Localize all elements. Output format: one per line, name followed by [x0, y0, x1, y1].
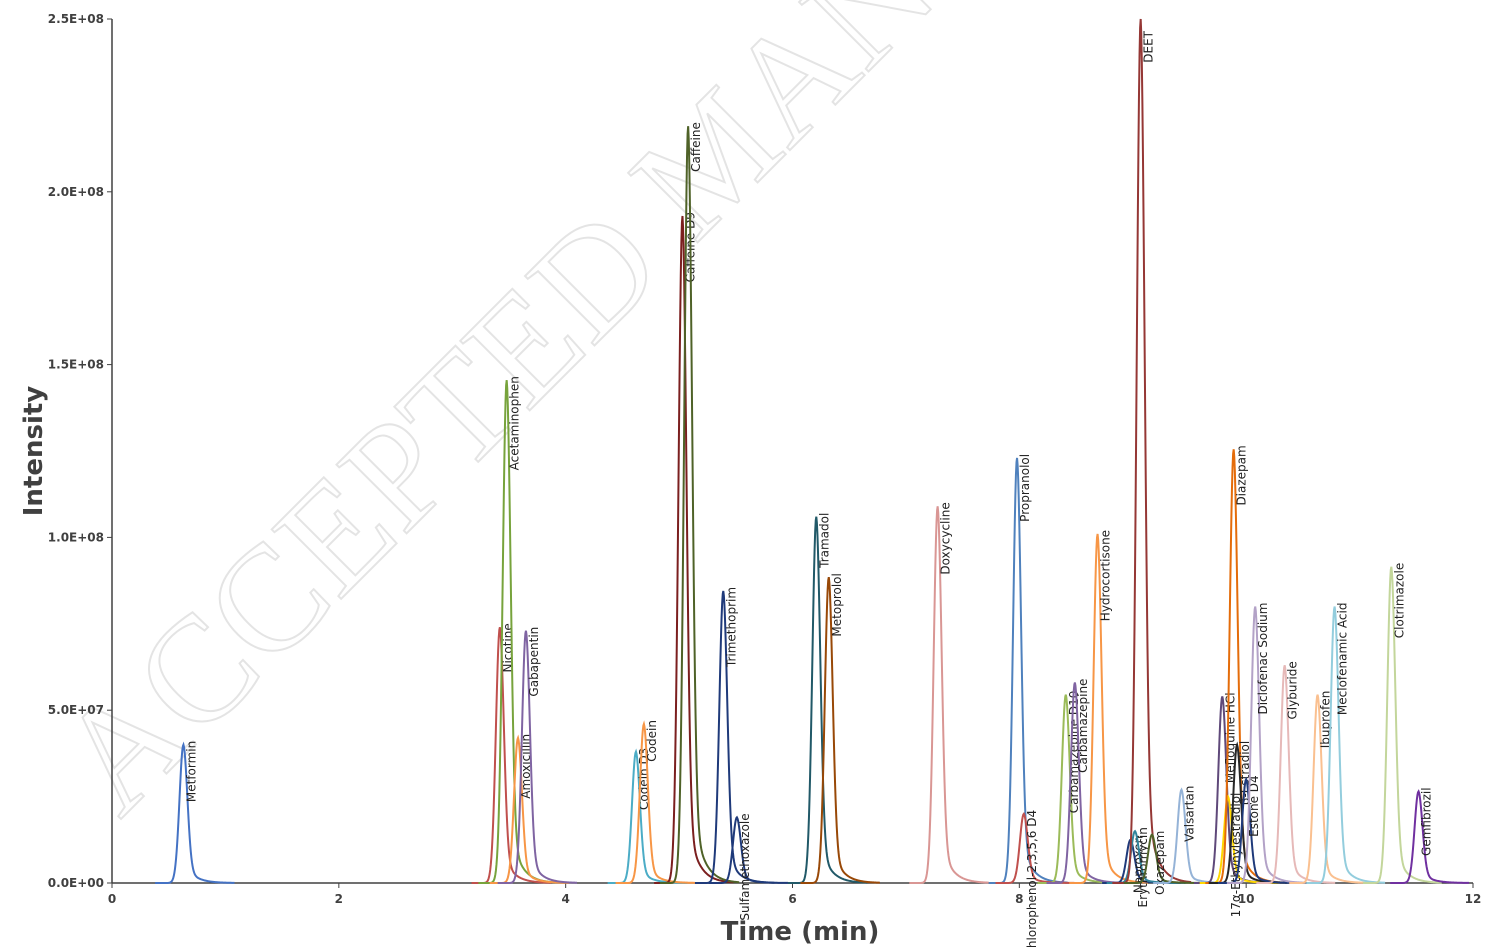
peak-label: Ibuprofen [1319, 691, 1333, 749]
x-axis-title: Time (min) [721, 917, 880, 947]
peak [1226, 606, 1306, 884]
peak [909, 506, 989, 884]
peak-label: Valsartan [1183, 786, 1197, 842]
peak [155, 741, 235, 884]
peak [800, 576, 880, 884]
peak-label: Metoprolol [830, 573, 844, 636]
peak-label: Doxycycline [939, 502, 953, 574]
peak-label: Diclofenac Sodium [1256, 603, 1270, 715]
peak-label: 4 Chlorophenol-2,3,5,6 D4 [1025, 810, 1039, 947]
peak [1112, 18, 1192, 884]
peak [1289, 694, 1369, 884]
y-tick-label: 0.0E+00 [48, 876, 104, 890]
peak [615, 720, 695, 884]
peak [1390, 789, 1470, 884]
x-tick-label: 6 [788, 892, 796, 906]
peak-label: Propranolol [1018, 454, 1032, 522]
peak-label: Codein [645, 720, 659, 762]
peak [1306, 606, 1386, 884]
x-tick-label: 12 [1465, 892, 1482, 906]
peak-label: DEET [1142, 30, 1156, 62]
peak-label: Sulfamethoxazole [738, 813, 752, 920]
peak-label: Gabapentin [527, 627, 541, 697]
peak-label: Naproxen [1131, 836, 1145, 893]
peak [1123, 833, 1203, 884]
peak-label: Trimethoprim [724, 587, 738, 668]
y-tick-label: 2.0E+08 [48, 185, 104, 199]
peak-label: Hydrocortisone [1099, 530, 1113, 621]
x-tick-label: 2 [335, 892, 343, 906]
peak [1069, 533, 1149, 884]
y-tick-label: 1.5E+08 [48, 358, 104, 372]
peak-label: Erythromycin [1136, 827, 1150, 907]
peak-label: Amoxicillin [519, 734, 533, 799]
peak-label: Glyburide [1286, 661, 1300, 719]
peak [497, 630, 578, 884]
x-tick-label: 8 [1015, 892, 1023, 906]
peak-label: Carbamazepine [1076, 679, 1090, 773]
peak-label: Tramadol [817, 513, 831, 569]
peak [708, 815, 788, 884]
peak-label: Meclofenamic Acid [1336, 603, 1350, 716]
peak-label: Clotrimazole [1392, 563, 1406, 638]
x-tick-label: 4 [561, 892, 569, 906]
peak-label: Acetaminophen [508, 376, 522, 470]
y-tick-label: 1.0E+08 [48, 530, 104, 544]
peak-label: Metformin [184, 741, 198, 802]
x-tick-label: 0 [108, 892, 116, 906]
peak-label: Estone D4 [1247, 775, 1261, 837]
x-tick-label: 10 [1238, 892, 1255, 906]
peak-label: Diazepam [1235, 445, 1249, 505]
y-axis-title: Intensity [19, 386, 49, 517]
peak-label: Oxazepam [1153, 831, 1167, 895]
peak [1362, 566, 1442, 884]
peak-label: Caffeine [689, 122, 703, 172]
y-tick-label: 2.5E+08 [48, 12, 104, 26]
y-tick-label: 5.0E+07 [48, 703, 104, 717]
peak [787, 516, 868, 884]
peak-label: Gemfibrozil [1420, 787, 1434, 856]
